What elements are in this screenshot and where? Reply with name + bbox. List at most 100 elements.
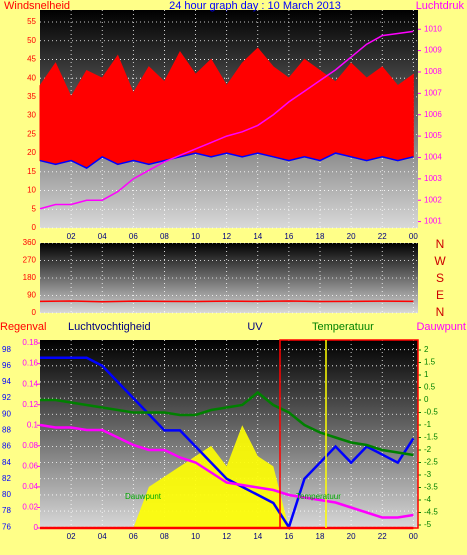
yticks-label: 88	[2, 425, 11, 434]
y3ticks-label: 0	[34, 523, 39, 532]
x-tick-label: 14	[253, 532, 262, 541]
yticks-label: 360	[23, 238, 37, 247]
yticks-label: 20	[27, 148, 36, 157]
y3ticks-label: 0.04	[22, 482, 38, 491]
x-tick-label: 08	[160, 532, 169, 541]
y2ticks-label: -0.5	[424, 408, 438, 417]
x-tick-label: 04	[98, 232, 107, 241]
annotation: Dauwpunt	[125, 492, 162, 501]
x-tick-label: 06	[129, 232, 138, 241]
series-line	[40, 356, 415, 531]
yticks-label: 98	[2, 345, 11, 354]
y3ticks-label: 0.14	[22, 379, 38, 388]
y2ticks-label: 1004	[424, 153, 442, 162]
x-tick-label: 14	[253, 232, 262, 241]
direction-label: W	[434, 254, 446, 268]
series-line	[40, 390, 414, 457]
x-tick-label: 20	[347, 532, 356, 541]
annotation: Temperatuur	[296, 492, 341, 501]
y2ticks-label: 1008	[424, 67, 442, 76]
x-tick-label: 12	[222, 232, 231, 241]
x-tick-label: 22	[378, 532, 387, 541]
yticks-label: 90	[27, 291, 36, 300]
y2ticks-label: -5	[424, 520, 432, 529]
y2ticks-label: 1009	[424, 46, 442, 55]
temperature-label: Temperatuur	[312, 321, 374, 333]
y2ticks-label: -3	[424, 470, 432, 479]
highlight-box	[279, 339, 419, 529]
y2ticks-label: -1	[424, 420, 432, 429]
yticks-label: 35	[27, 92, 36, 101]
y2ticks-label: 1001	[424, 217, 442, 226]
direction-label: E	[436, 288, 444, 302]
yticks-label: 86	[2, 442, 11, 451]
y2ticks-label: 1003	[424, 174, 442, 183]
y2ticks-label: 1005	[424, 131, 442, 140]
x-tick-label: 16	[284, 232, 293, 241]
x-tick-label: 12	[222, 532, 231, 541]
yticks-label: 96	[2, 361, 11, 370]
yticks-label: 50	[27, 36, 36, 45]
y2ticks-label: -2	[424, 445, 432, 454]
direction-label: S	[436, 271, 444, 285]
series-line	[39, 300, 414, 303]
yticks-label: 5	[32, 204, 37, 213]
x-tick-label: 04	[98, 532, 107, 541]
x-tick-label: 08	[160, 232, 169, 241]
yticks-label: 25	[27, 129, 36, 138]
yticks-label: 10	[27, 186, 36, 195]
y2ticks-label: 1010	[424, 24, 442, 33]
humidity-label: Luchtvochtigheid	[68, 321, 151, 333]
yticks-label: 84	[2, 458, 11, 467]
x-tick-label: 16	[284, 532, 293, 541]
y2ticks-label: 2	[424, 345, 429, 354]
y2ticks-label: -4	[424, 495, 432, 504]
y2ticks-label: 1006	[424, 110, 442, 119]
y2ticks-label: 1.5	[424, 358, 436, 367]
y2ticks-label: 1	[424, 370, 429, 379]
yticks-label: 40	[27, 73, 36, 82]
dewpoint-label: Dauwpunt	[416, 321, 466, 333]
y2ticks-label: -4.5	[424, 508, 438, 517]
yticks-label: 30	[27, 111, 36, 120]
x-tick-label: 18	[316, 532, 325, 541]
y3ticks-label: 0.18	[22, 338, 38, 347]
y2ticks-label: -3.5	[424, 483, 438, 492]
yticks-label: 15	[27, 167, 36, 176]
y2ticks-label: 1002	[424, 195, 442, 204]
x-tick-label: 18	[316, 232, 325, 241]
series-line	[39, 152, 414, 169]
uv-area	[40, 425, 414, 528]
y-axis-label: Windsnelheid	[4, 0, 70, 12]
yticks-label: 270	[23, 256, 37, 265]
uv-label: UV	[247, 321, 263, 333]
yticks-label: 90	[2, 409, 11, 418]
y3ticks-label: 0.12	[22, 400, 38, 409]
direction-label: N	[436, 237, 445, 251]
yticks-label: 82	[2, 474, 11, 483]
y2ticks-label: 0.5	[424, 383, 436, 392]
x-tick-label: 20	[347, 232, 356, 241]
x-tick-label: 22	[378, 232, 387, 241]
y2-axis-label: Luchtdruk	[416, 0, 465, 12]
y3ticks-label: 0.16	[22, 359, 38, 368]
yticks-label: 92	[2, 393, 11, 402]
x-tick-label: 10	[191, 532, 200, 541]
x-tick-label: 00	[409, 532, 418, 541]
x-tick-label: 00	[409, 232, 418, 241]
yticks-label: 78	[2, 506, 11, 515]
yticks-label: 80	[2, 490, 11, 499]
yticks-label: 76	[2, 522, 11, 531]
yticks-label: 180	[23, 273, 37, 282]
y2ticks-label: -1.5	[424, 433, 438, 442]
x-tick-label: 02	[67, 532, 76, 541]
y3ticks-label: 0.08	[22, 441, 38, 450]
y3ticks-label: 0.06	[22, 461, 38, 470]
y3ticks-label: 0.1	[27, 420, 39, 429]
y3ticks-label: 0.02	[22, 503, 38, 512]
chart-title: 24 hour graph day : 10 March 2013	[169, 0, 341, 12]
series-line	[39, 30, 414, 210]
y2ticks-label: -2.5	[424, 458, 438, 467]
direction-label: N	[436, 305, 445, 319]
